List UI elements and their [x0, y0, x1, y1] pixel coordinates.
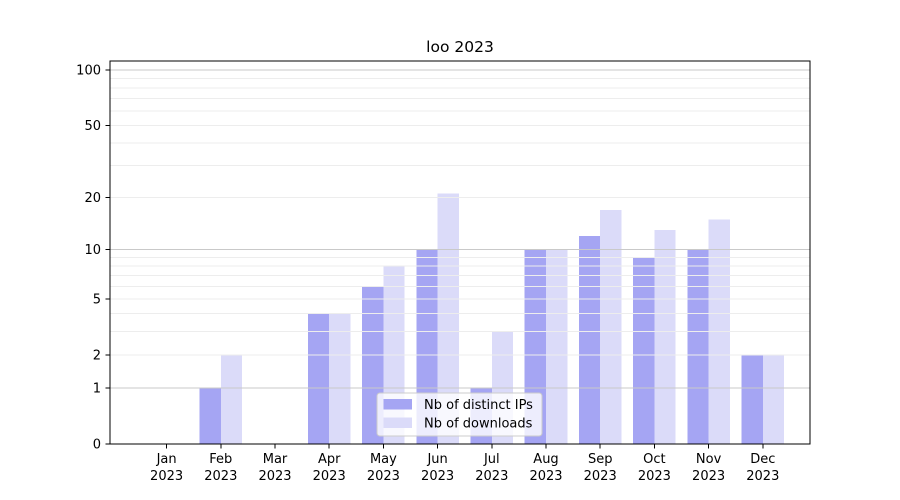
x-tick-label-month-jul: Jul	[483, 452, 500, 467]
axes-layer: 0 1 2 5 10 20 50 100 Jan 2023 Feb 2023 Mar 2023 Apr 202…	[76, 60, 811, 484]
x-tick-label-year-mar: 2023	[258, 469, 291, 484]
bar-distinct-ips-oct	[633, 257, 655, 444]
x-tick-label-year-nov: 2023	[692, 469, 725, 484]
x-tick-label-year-jul: 2023	[475, 469, 508, 484]
x-tick-label-year-feb: 2023	[204, 469, 237, 484]
y-tick-label-20: 20	[84, 191, 101, 206]
bar-downloads-oct	[654, 230, 676, 444]
x-tick-label-year-jan: 2023	[150, 469, 183, 484]
grid-layer	[110, 69, 810, 389]
y-tick-label-50: 50	[84, 119, 101, 134]
y-tick-label-10: 10	[84, 243, 101, 258]
bar-distinct-ips-feb	[199, 387, 221, 444]
bar-downloads-sep	[600, 209, 622, 444]
legend-box	[376, 392, 543, 437]
y-tick-label-5: 5	[93, 292, 101, 307]
x-tick-label-month-nov: Nov	[696, 452, 722, 467]
bar-downloads-jun	[437, 193, 459, 444]
bar-distinct-ips-sep	[578, 236, 601, 444]
x-tick-label-year-dec: 2023	[746, 469, 779, 484]
x-tick-label-month-sep: Sep	[588, 452, 613, 467]
legend-label-distinct-ips: Nb of distinct IPs	[424, 398, 533, 413]
x-tick-label-year-jun: 2023	[421, 469, 454, 484]
x-tick-label-year-may: 2023	[367, 469, 400, 484]
x-tick-label-month-jun: Jun	[426, 452, 447, 467]
x-tick-label-year-apr: 2023	[313, 469, 346, 484]
y-tick-label-1: 1	[93, 381, 101, 396]
plot-border	[109, 60, 811, 445]
x-tick-label-month-jan: Jan	[156, 452, 177, 467]
legend: Nb of distinct IPs Nb of downloads	[376, 392, 543, 437]
x-tick-label-year-oct: 2023	[638, 469, 671, 484]
y-tick-label-100: 100	[76, 64, 101, 79]
bar-distinct-ips-nov	[687, 249, 709, 444]
x-tick-label-month-apr: Apr	[318, 452, 341, 467]
bar-distinct-ips-dec	[741, 355, 763, 444]
legend-swatch-distinct-ips	[383, 399, 412, 410]
x-tick-label-month-oct: Oct	[643, 452, 665, 467]
x-tick-label-month-feb: Feb	[209, 452, 232, 467]
legend-label-downloads: Nb of downloads	[424, 417, 533, 432]
x-tick-label-year-aug: 2023	[529, 469, 562, 484]
y-tick-label-2: 2	[93, 349, 101, 364]
bar-downloads-dec	[762, 355, 785, 444]
bar-downloads-apr	[329, 313, 351, 444]
chart-title: loo 2023	[426, 38, 494, 56]
y-tick-label-0: 0	[93, 438, 101, 453]
x-tick-label-month-dec: Dec	[750, 452, 775, 467]
x-tick-label-month-may: May	[370, 452, 397, 467]
x-tick-label-month-mar: Mar	[263, 452, 288, 467]
x-tick-label-year-sep: 2023	[584, 469, 617, 484]
bar-downloads-feb	[220, 355, 243, 444]
bar-downloads-aug	[546, 249, 568, 444]
bar-distinct-ips-apr	[307, 313, 330, 444]
legend-swatch-downloads	[383, 417, 412, 428]
x-tick-label-month-aug: Aug	[533, 452, 558, 467]
